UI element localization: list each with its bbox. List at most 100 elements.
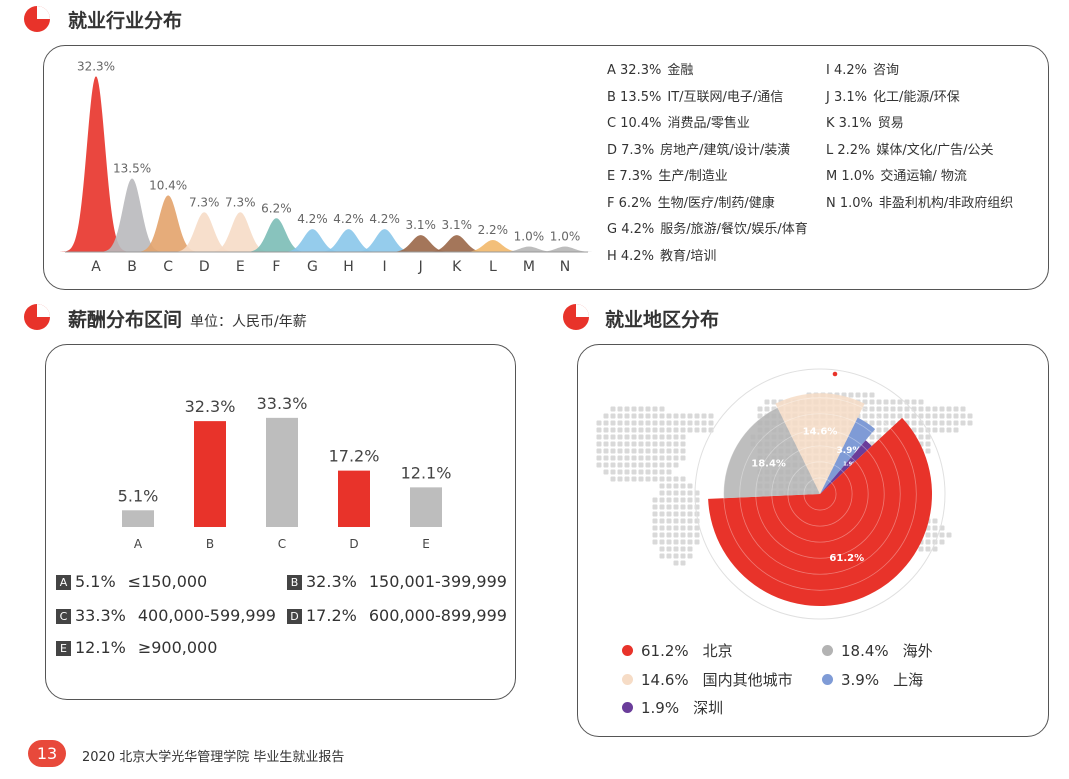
legend-code: I 4.2%	[826, 63, 867, 78]
industry-legend-col-2: I 4.2% 咨询 J 3.1% 化工/能源/环保 K 3.1% 贸易 L 2.2% 媒体/文…	[826, 58, 1013, 217]
legend-item: E 7.3% 生产/制造业	[607, 164, 808, 191]
value-label: 32.3%	[77, 59, 115, 73]
legend-name: 非盈利机构/非政府组织	[878, 195, 1014, 211]
salary-legend-item: A 5.1% ≤150,000	[56, 572, 207, 591]
region-chart: 14.6% 3.9% 1.9% 61.2% 18.4%	[596, 368, 973, 620]
legend-name: 海外	[902, 642, 933, 660]
value-label: 4.2%	[297, 212, 328, 226]
value-label: 5.1%	[118, 486, 159, 505]
region-legend-item: 61.2% 北京	[622, 640, 733, 661]
region-legend-item: 18.4% 海外	[822, 640, 933, 661]
area-peak-D	[168, 212, 241, 252]
legend-pct: 1.9%	[641, 699, 680, 717]
area-peak-N	[528, 246, 602, 252]
salary-unit-text: 单位：人民币/年薪	[190, 314, 307, 330]
bar-D	[338, 470, 370, 527]
pie-guide-circle	[694, 368, 946, 620]
legend-code: H 4.2%	[607, 248, 654, 264]
value-label: 6.2%	[261, 201, 292, 215]
pie-chart-icon	[24, 6, 50, 32]
legend-code: C 10.4%	[607, 116, 662, 131]
pie-marker-dot	[832, 371, 838, 377]
area-peak-E	[204, 212, 277, 252]
value-label: 7.3%	[225, 195, 256, 209]
legend-name: 媒体/文化/广告/公关	[876, 142, 994, 158]
pie-slice-北京	[708, 417, 933, 607]
legend-code: G 4.2%	[607, 222, 655, 237]
legend-item: G 4.2% 服务/旅游/餐饮/娱乐/体育	[607, 217, 808, 244]
salary-chart: 5.1% A 32.3% B 33.3% C 17.2% D 12.1% E	[118, 394, 452, 551]
category-label: B	[206, 537, 214, 551]
legend-range: 600,000-899,999	[368, 606, 507, 625]
region-legend-item: 1.9% 深圳	[622, 697, 723, 718]
pie-slice-国内其他城市	[775, 393, 865, 494]
salary-legend-item: B 32.3% 150,001-399,999	[287, 572, 507, 591]
footer-text: 2020 北京大学光华管理学院 毕业生就业报告	[82, 750, 345, 765]
region-legend-item: 14.6% 国内其他城市	[622, 669, 793, 690]
value-label: 4.2%	[333, 212, 364, 226]
pie-slice-深圳	[820, 440, 872, 494]
slice-label: 61.2%	[829, 553, 864, 564]
legend-dot-icon	[622, 702, 633, 713]
bar-B	[194, 421, 226, 527]
legend-pct: 3.9%	[841, 671, 880, 689]
area-peak-G	[276, 229, 349, 252]
legend-name: 化工/能源/环保	[873, 89, 960, 105]
salary-title-text: 薪酬分布区间	[68, 309, 183, 331]
pie-ring	[755, 429, 885, 559]
salary-legend-item: D 17.2% 600,000-899,999	[287, 606, 507, 625]
legend-item: B 13.5% IT/互联网/电子/通信	[607, 85, 808, 112]
value-label: 32.3%	[185, 397, 236, 416]
category-label: E	[236, 259, 245, 275]
legend-code-box: E	[56, 641, 71, 656]
legend-item: I 4.2% 咨询	[826, 58, 1013, 85]
legend-item: K 3.1% 贸易	[826, 111, 1013, 138]
legend-name: 生产/制造业	[658, 169, 728, 184]
legend-pct: 17.2%	[306, 606, 357, 625]
slice-label: 18.4%	[751, 459, 786, 470]
pie-ring	[723, 397, 917, 591]
legend-range: 400,000-599,999	[137, 606, 276, 625]
slice-label: 1.9%	[843, 461, 857, 467]
legend-name: 上海	[893, 671, 924, 689]
category-label: M	[523, 259, 535, 275]
legend-item: L 2.2% 媒体/文化/广告/公关	[826, 138, 1013, 165]
legend-item: D 7.3% 房地产/建筑/设计/装潢	[607, 138, 808, 165]
category-label: I	[383, 259, 387, 275]
legend-code: D 7.3%	[607, 142, 655, 158]
category-label: D	[199, 259, 210, 275]
category-label: E	[422, 537, 430, 551]
legend-pct: 33.3%	[75, 606, 126, 625]
value-label: 3.1%	[442, 218, 473, 232]
legend-code: K 3.1%	[826, 116, 872, 131]
region-section-title: 就业地区分布	[605, 309, 720, 331]
legend-dot-icon	[822, 674, 833, 685]
legend-name: 服务/旅游/餐饮/娱乐/体育	[660, 222, 808, 237]
area-peak-L	[456, 240, 529, 252]
area-peak-I	[348, 229, 421, 252]
category-label: K	[452, 259, 462, 275]
legend-code-box: C	[56, 609, 71, 624]
category-label: A	[91, 259, 101, 275]
bar-C	[266, 417, 298, 527]
legend-name: IT/互联网/电子/通信	[667, 89, 784, 105]
legend-code: N 1.0%	[826, 195, 873, 211]
pie-ring	[739, 413, 901, 575]
category-label: H	[343, 259, 354, 275]
legend-name: 咨询	[873, 63, 900, 78]
category-label: L	[489, 259, 497, 275]
legend-item: H 4.2% 教育/培训	[607, 244, 808, 271]
value-label: 1.0%	[514, 230, 545, 244]
salary-section-title: 薪酬分布区间 单位：人民币/年薪	[68, 305, 307, 332]
area-peak-C	[132, 195, 205, 252]
value-label: 33.3%	[257, 394, 308, 413]
value-label: 2.2%	[478, 223, 509, 237]
salary-legend-item: E 12.1% ≥900,000	[56, 638, 217, 657]
legend-item: F 6.2% 生物/医疗/制药/健康	[607, 191, 808, 218]
pie-slice-海外	[723, 407, 820, 499]
slice-label: 3.9%	[836, 446, 861, 456]
legend-code-box: D	[287, 609, 302, 624]
legend-item: N 1.0% 非盈利机构/非政府组织	[826, 191, 1013, 218]
category-label: G	[307, 259, 318, 275]
pie-ring	[803, 477, 837, 511]
